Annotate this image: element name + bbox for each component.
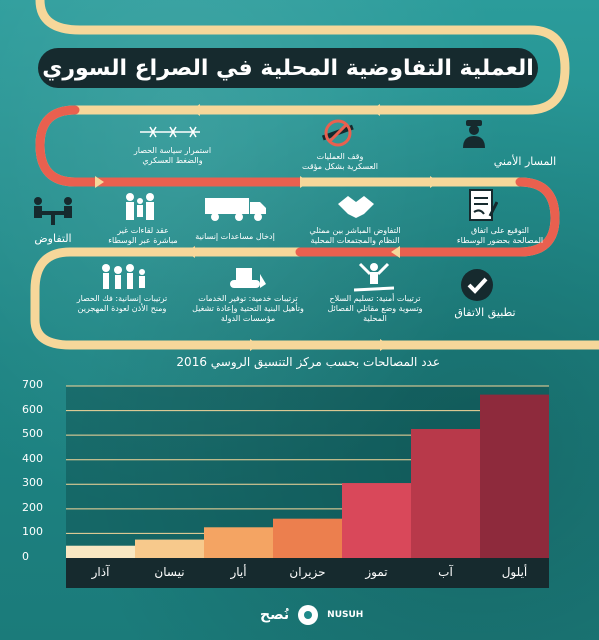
check-circle-icon bbox=[461, 269, 493, 301]
bar-1 bbox=[66, 545, 135, 558]
bar-2 bbox=[135, 539, 204, 558]
y-tick-label: 0 bbox=[22, 550, 29, 563]
bar-4 bbox=[273, 518, 342, 558]
truck-icon bbox=[205, 198, 266, 221]
direct-negotiation-label: التفاوض المباشر بين ممثلي النظام والمجتم… bbox=[309, 226, 401, 245]
y-tick-label: 600 bbox=[22, 402, 43, 416]
x-category-label: أيلول bbox=[501, 565, 528, 579]
x-category-label: آب bbox=[438, 565, 453, 579]
bar-5 bbox=[342, 483, 411, 558]
security-arrangements-label: ترتيبات أمنية: تسليم السلاح وتسوية وضع م… bbox=[327, 294, 423, 323]
service-arrangements-label: ترتيبات خدمية: توفير الخدمات وتأهيل البن… bbox=[192, 294, 304, 323]
page-title-banner: العملية التفاوضية المحلية في الصراع السو… bbox=[38, 48, 538, 88]
bar-7 bbox=[480, 394, 549, 558]
y-tick-label: 500 bbox=[22, 427, 43, 441]
page-title: العملية التفاوضية المحلية في الصراع السو… bbox=[42, 55, 534, 81]
bulldozer-icon bbox=[230, 268, 266, 288]
logo-english: NUSUH bbox=[327, 610, 364, 620]
x-category-label: تموز bbox=[365, 565, 388, 579]
implementation-label: تطبيق الاتفاق bbox=[454, 306, 516, 319]
y-tick-label: 700 bbox=[22, 378, 43, 391]
bar-6 bbox=[411, 429, 480, 558]
humanitarian-arrangements-label: ترتيبات إنسانية: فك الحصار ومنح الأذن لع… bbox=[76, 294, 168, 313]
x-category-label: أيار bbox=[230, 565, 247, 579]
logo-icon bbox=[298, 605, 319, 625]
x-category-label: آذار bbox=[91, 565, 110, 579]
x-category-label: حزيران bbox=[289, 565, 326, 579]
barbed-wire-icon bbox=[140, 126, 200, 138]
meeting-table-icon bbox=[34, 197, 72, 225]
humanitarian-aid-label: إدخال مساعدات إنسانية bbox=[195, 232, 275, 241]
surrender-icon bbox=[354, 262, 394, 292]
x-category-label: نيسان bbox=[154, 565, 185, 579]
contract-icon bbox=[469, 189, 498, 221]
logo-arabic: نُصح bbox=[260, 607, 290, 623]
crowd-icon bbox=[102, 264, 145, 289]
siege-label: استمرار سياسة الحصار والضغط العسكري bbox=[133, 146, 212, 165]
security-track-label: المسار الأمني bbox=[493, 155, 557, 168]
bar-3 bbox=[204, 527, 273, 558]
handshake-icon bbox=[338, 196, 374, 218]
negotiation-label: التفاوض bbox=[34, 232, 72, 245]
signing-label: التوقيع على اتفاق المصالحة بحضور الوسطاء bbox=[456, 226, 544, 245]
y-tick-label: 200 bbox=[22, 500, 43, 514]
chart-title: عدد المصالحات بحسب مركز التنسيق الروسي 2… bbox=[176, 355, 440, 369]
people-icon bbox=[126, 193, 154, 220]
no-weapon-icon bbox=[321, 119, 354, 147]
officer-icon bbox=[463, 120, 485, 148]
y-tick-label: 300 bbox=[22, 476, 43, 490]
y-tick-label: 100 bbox=[22, 525, 43, 539]
y-tick-label: 400 bbox=[22, 451, 43, 465]
category-axis-strip bbox=[66, 558, 549, 588]
indirect-meetings-label: عقد لقاءات غير مباشرة عبر الوسطاء bbox=[108, 226, 178, 245]
footer-logo: نُصح NUSUH bbox=[260, 604, 363, 626]
ceasefire-label: وقف العمليات العسكرية بشكل مؤقت bbox=[301, 152, 379, 171]
